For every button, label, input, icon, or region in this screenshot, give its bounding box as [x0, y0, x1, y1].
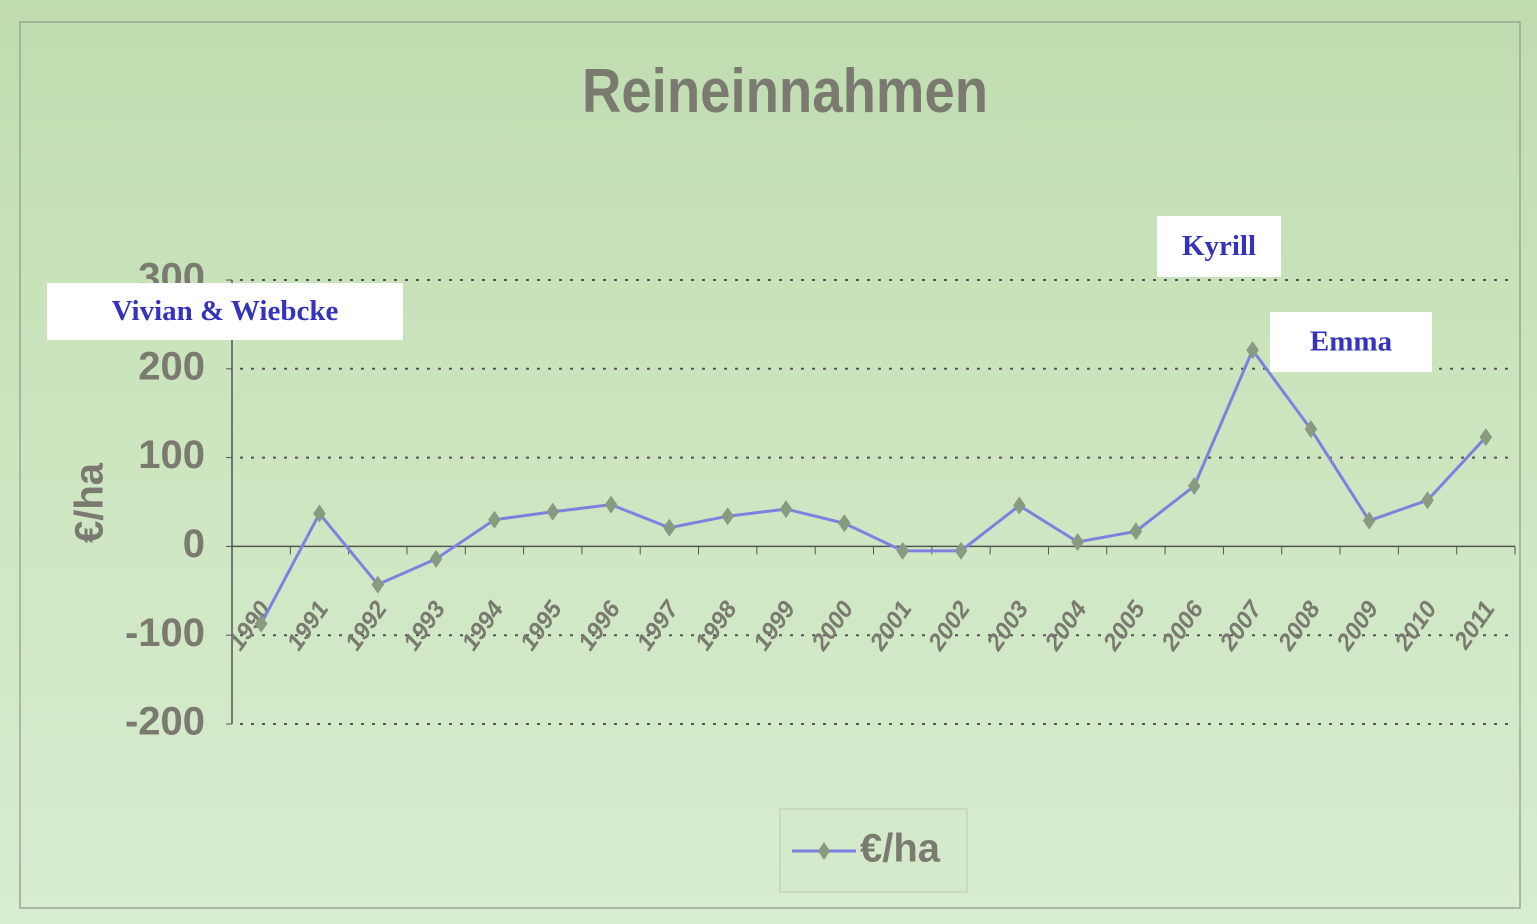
y-tick-label: 200	[138, 344, 205, 388]
legend-label: €/ha	[860, 827, 941, 871]
chart-title: Reineinnahmen	[582, 57, 988, 126]
annotation: Emma	[1310, 326, 1393, 358]
y-tick-label: 0	[183, 522, 205, 566]
chart: Reineinnahmen €/ha -200-1000100200300199…	[0, 0, 1537, 924]
annotation: Vivian & Wiebcke	[112, 295, 339, 327]
y-tick-label: -100	[125, 611, 205, 655]
y-axis-label: €/ha	[68, 462, 112, 543]
background	[0, 0, 1537, 924]
y-tick-label: -200	[125, 700, 205, 744]
y-tick-label: 100	[138, 433, 205, 477]
annotation: Kyrill	[1182, 230, 1256, 262]
